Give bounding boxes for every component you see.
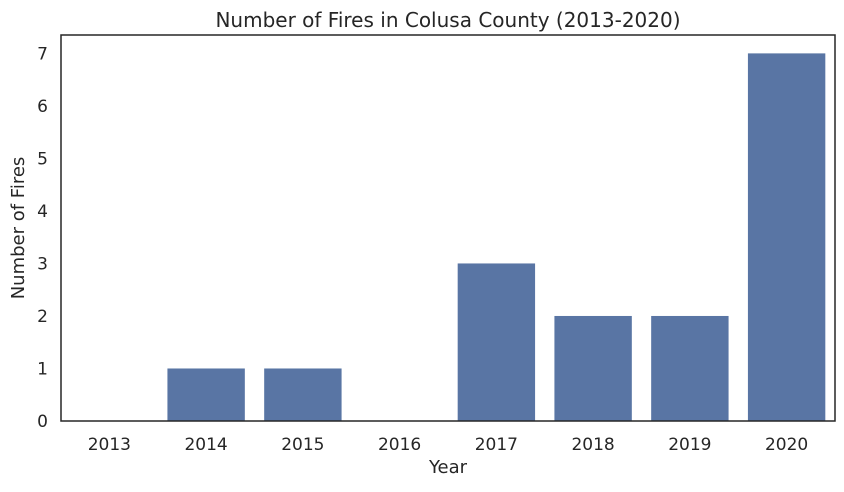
y-tick-label-2: 2	[37, 307, 48, 327]
y-tick-label-5: 5	[37, 149, 48, 169]
y-axis-ticks: 0 1 2 3 4 5 6 7	[37, 44, 48, 432]
x-tick-label-2013: 2013	[88, 435, 131, 455]
y-axis-title: Number of Fires	[8, 157, 29, 300]
bar-2018	[554, 315, 632, 421]
plot-frame	[60, 34, 836, 422]
bar-2014	[167, 368, 245, 421]
x-tick-label-2015: 2015	[281, 435, 324, 455]
x-tick-label-2020: 2020	[765, 435, 808, 455]
y-tick-label-0: 0	[37, 412, 48, 432]
bar-2015	[264, 368, 342, 421]
y-tick-label-6: 6	[37, 97, 48, 117]
y-tick-label-1: 1	[37, 359, 48, 379]
y-tick-label-3: 3	[37, 254, 48, 274]
x-tick-label-2014: 2014	[184, 435, 227, 455]
bar-2020	[747, 53, 826, 421]
x-tick-label-2019: 2019	[668, 435, 711, 455]
bar-2017	[457, 263, 536, 421]
x-tick-label-2016: 2016	[378, 435, 421, 455]
x-axis-title: Year	[428, 457, 468, 478]
y-tick-label-7: 7	[37, 44, 48, 64]
x-tick-label-2017: 2017	[475, 435, 518, 455]
bar-2019	[651, 315, 729, 421]
bars-group	[167, 53, 826, 421]
y-tick-label-4: 4	[37, 202, 48, 222]
chart-title: Number of Fires in Colusa County (2013-2…	[215, 8, 680, 32]
x-tick-label-2018: 2018	[571, 435, 614, 455]
x-axis-ticks: 2013 2014 2015 2016 2017 2018 2019 2020	[88, 435, 809, 455]
